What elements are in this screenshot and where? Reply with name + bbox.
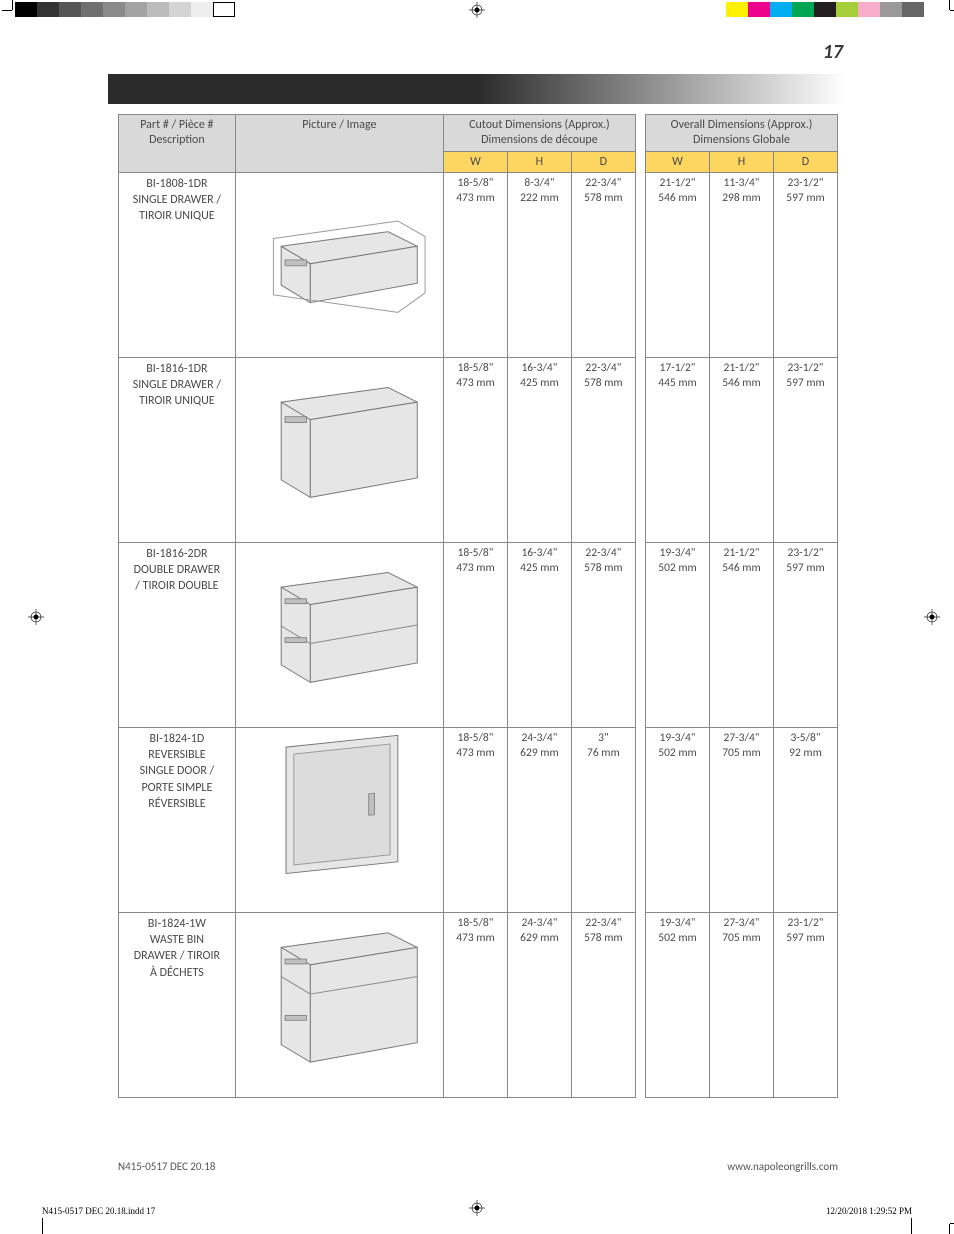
page-number: 17 [108,40,846,64]
gap [635,115,645,173]
gap [635,173,645,358]
dim-cell: 21-1/2"546 mm [709,358,773,543]
crop-mark [42,1218,43,1234]
dim-cell: 23-1/2"597 mm [773,358,837,543]
crop-mark [950,1223,954,1224]
product-illustration [252,361,427,521]
crop-mark [949,0,950,10]
picture-cell [235,543,443,728]
spec-table: Part # / Pièce # Description Picture / I… [118,114,838,1098]
dim-cell: 22-3/4"578 mm [571,913,635,1098]
indd-file: N415-0517 DEC 20.18.indd 17 [42,1206,155,1216]
part-cell: BI-1816-1DR SINGLE DRAWER / TIROIR UNIQU… [119,358,236,543]
dim-cell: 18-5/8"473 mm [443,543,507,728]
part-cell: BI-1816-2DR DOUBLE DRAWER / TIROIR DOUBL… [119,543,236,728]
dim-cell: 18-5/8"473 mm [443,173,507,358]
dim-cell: 21-1/2"546 mm [709,543,773,728]
crop-mark [949,1224,950,1234]
col-header-picture: Picture / Image [235,115,443,173]
product-illustration [252,176,427,336]
col-w: W [443,152,507,173]
dim-cell: 23-1/2"597 mm [773,913,837,1098]
dim-cell: 27-3/4"705 mm [709,913,773,1098]
table-row: BI-1808-1DR SINGLE DRAWER / TIROIR UNIQU… [119,173,838,358]
col-header-cutout: Cutout Dimensions (Approx.) Dimensions d… [443,115,635,152]
page-content: 17 Part # / Pièce # Description Picture … [108,40,846,1098]
dim-cell: 24-3/4"629 mm [507,728,571,913]
gap [635,543,645,728]
table-row: BI-1824-1W WASTE BIN DRAWER / TIROIR À D… [119,913,838,1098]
dim-cell: 22-3/4"578 mm [571,543,635,728]
col-header-part: Part # / Pièce # Description [119,115,236,173]
doc-code: N415-0517 DEC 20.18 [118,1160,215,1173]
dim-cell: 22-3/4"578 mm [571,173,635,358]
indd-timestamp: 12/20/2018 1:29:52 PM [826,1206,912,1216]
dim-cell: 24-3/4"629 mm [507,913,571,1098]
registration-mark-icon [469,2,485,18]
col-d: D [773,152,837,173]
product-illustration [252,731,427,891]
gray-swatches [15,2,235,17]
part-cell: BI-1808-1DR SINGLE DRAWER / TIROIR UNIQU… [119,173,236,358]
crop-mark [950,10,954,11]
dim-cell: 21-1/2"546 mm [646,173,710,358]
dim-cell: 22-3/4"578 mm [571,358,635,543]
table-row: BI-1816-1DR SINGLE DRAWER / TIROIR UNIQU… [119,358,838,543]
col-h: H [709,152,773,173]
dim-cell: 23-1/2"597 mm [773,173,837,358]
dim-cell: 11-3/4"298 mm [709,173,773,358]
col-d: D [571,152,635,173]
dim-cell: 18-5/8"473 mm [443,358,507,543]
registration-mark-icon [924,609,940,625]
gap [635,913,645,1098]
page-footer: N415-0517 DEC 20.18 www.napoleongrills.c… [118,1160,838,1173]
dim-cell: 8-3/4"222 mm [507,173,571,358]
dim-cell: 16-3/4"425 mm [507,543,571,728]
dim-cell: 17-1/2"445 mm [646,358,710,543]
col-h: H [507,152,571,173]
picture-cell [235,728,443,913]
dim-cell: 27-3/4"705 mm [709,728,773,913]
picture-cell [235,358,443,543]
col-w: W [646,152,710,173]
dim-cell: 19-3/4"502 mm [646,543,710,728]
part-cell: BI-1824-1W WASTE BIN DRAWER / TIROIR À D… [119,913,236,1098]
product-illustration [252,546,427,706]
picture-cell [235,173,443,358]
gap [635,358,645,543]
dim-cell: 18-5/8"473 mm [443,728,507,913]
picture-cell [235,913,443,1098]
dim-cell: 19-3/4"502 mm [646,728,710,913]
dim-cell: 3-5/8"92 mm [773,728,837,913]
table-row: BI-1816-2DR DOUBLE DRAWER / TIROIR DOUBL… [119,543,838,728]
dim-cell: 16-3/4"425 mm [507,358,571,543]
dim-cell: 19-3/4"502 mm [646,913,710,1098]
crop-mark [911,1218,912,1234]
product-illustration [252,916,427,1076]
table-row: BI-1824-1D REVERSIBLE SINGLE DOOR / PORT… [119,728,838,913]
crop-mark [2,10,12,11]
gap [635,728,645,913]
color-swatches [726,2,924,17]
part-cell: BI-1824-1D REVERSIBLE SINGLE DOOR / PORT… [119,728,236,913]
col-header-overall: Overall Dimensions (Approx.) Dimensions … [646,115,838,152]
indesign-slug: N415-0517 DEC 20.18.indd 17 12/20/2018 1… [42,1206,912,1216]
dim-cell: 18-5/8"473 mm [443,913,507,1098]
registration-mark-icon [28,609,44,625]
website: www.napoleongrills.com [727,1160,838,1173]
dim-cell: 3"76 mm [571,728,635,913]
dim-cell: 23-1/2"597 mm [773,543,837,728]
crop-mark [12,0,13,10]
header-bar [108,74,846,104]
